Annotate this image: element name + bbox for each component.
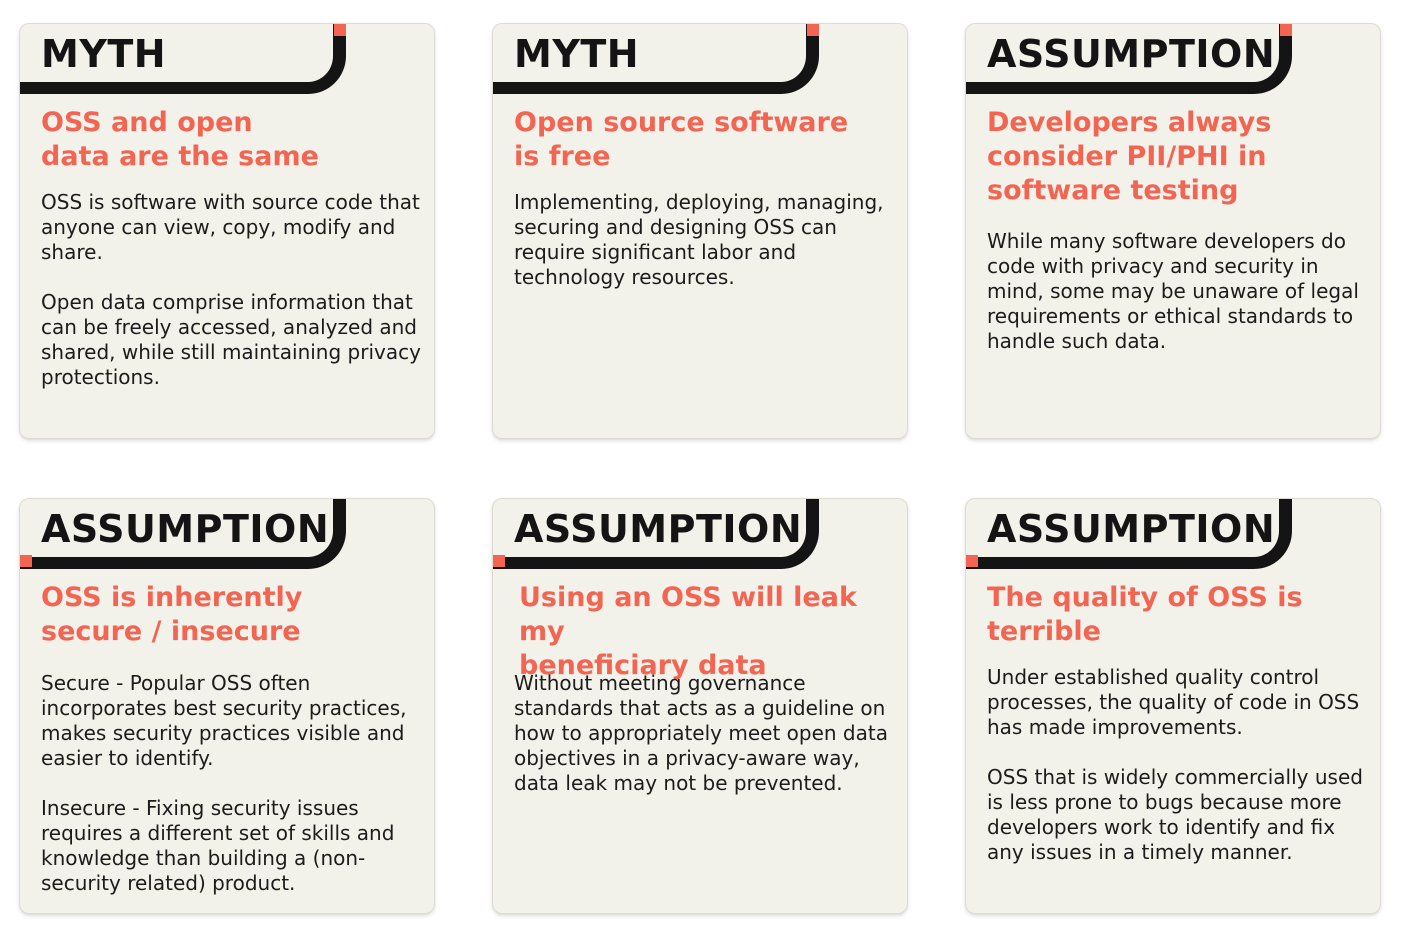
card-paragraph: While many software developers do code w… [987, 229, 1359, 353]
card-body: Under established quality control proces… [987, 665, 1372, 865]
card-title-line: OSS is inherently [41, 582, 303, 613]
card-tag-bracket: ASSUMPTION [20, 499, 346, 569]
myth-card-oss-free: MYTH Open source software is free Implem… [493, 24, 907, 438]
card-tag-label: ASSUMPTION [514, 507, 803, 551]
accent-square [334, 24, 346, 36]
card-tag-bracket: ASSUMPTION [966, 499, 1292, 569]
card-paragraph: Secure - Popular OSS often incorporates … [41, 671, 407, 770]
card-tag-label: MYTH [41, 32, 167, 76]
assumption-card-quality: ASSUMPTION The quality of OSS is terribl… [966, 499, 1380, 913]
card-title: OSS is inherently secure / insecure [41, 581, 426, 649]
card-paragraph: Without meeting governance standards tha… [514, 671, 888, 795]
card-body: Without meeting governance standards tha… [514, 671, 899, 796]
card-title-line: is free [514, 141, 611, 172]
card-title: Using an OSS will leak my beneficiary da… [519, 581, 904, 683]
card-title-line: terrible [987, 616, 1101, 647]
card-title: The quality of OSS is terrible [987, 581, 1372, 649]
card-title-line: data are the same [41, 141, 319, 172]
card-title-line: Using an OSS will leak my [519, 582, 857, 647]
card-title-line: Open source software [514, 107, 849, 138]
card-tag-label: ASSUMPTION [987, 507, 1276, 551]
card-title-line: Developers always [987, 107, 1272, 138]
card-title: Developers always consider PII/PHI in so… [987, 106, 1372, 208]
card-body: Implementing, deploying, managing, secur… [514, 190, 899, 290]
card-tag-bracket: MYTH [20, 24, 346, 94]
card-tag-bracket: ASSUMPTION [966, 24, 1292, 94]
assumption-card-data-leak: ASSUMPTION Using an OSS will leak my ben… [493, 499, 907, 913]
card-title-line: secure / insecure [41, 616, 301, 647]
card-tag-label: ASSUMPTION [41, 507, 330, 551]
assumption-card-pii-phi: ASSUMPTION Developers always consider PI… [966, 24, 1380, 438]
accent-square [493, 555, 505, 567]
card-tag-bracket: MYTH [493, 24, 819, 94]
card-title-line: OSS and open [41, 107, 253, 138]
card-tag-label: ASSUMPTION [987, 32, 1276, 76]
card-paragraph: OSS that is widely commercially used is … [987, 765, 1363, 864]
card-title: OSS and open data are the same [41, 106, 426, 174]
card-title-line: The quality of OSS is [987, 582, 1303, 613]
card-body: Secure - Popular OSS often incorporates … [41, 671, 426, 896]
accent-square [20, 555, 32, 567]
assumption-card-secure-insecure: ASSUMPTION OSS is inherently secure / in… [20, 499, 434, 913]
card-title-line: software testing [987, 175, 1239, 206]
card-paragraph: Open data comprise information that can … [41, 290, 421, 389]
accent-square [807, 24, 819, 36]
card-paragraph: OSS is software with source code that an… [41, 190, 420, 264]
card-paragraph: Under established quality control proces… [987, 665, 1360, 739]
card-paragraph: Insecure - Fixing security issues requir… [41, 796, 395, 895]
card-tag-label: MYTH [514, 32, 640, 76]
card-body: While many software developers do code w… [987, 229, 1372, 354]
myth-card-oss-open-data: MYTH OSS and open data are the same OSS … [20, 24, 434, 438]
card-title-line: beneficiary data [519, 650, 767, 681]
card-title: Open source software is free [514, 106, 899, 174]
accent-square [1280, 24, 1292, 36]
accent-square [966, 555, 978, 567]
card-body: OSS is software with source code that an… [41, 190, 426, 390]
card-tag-bracket: ASSUMPTION [493, 499, 819, 569]
card-paragraph: Implementing, deploying, managing, secur… [514, 190, 884, 289]
card-title-line: consider PII/PHI in [987, 141, 1267, 172]
